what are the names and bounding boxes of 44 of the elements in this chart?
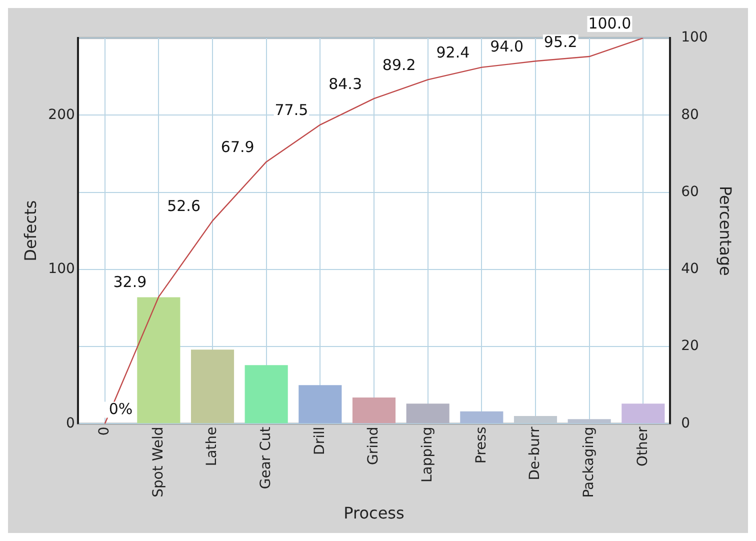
data-label: 67.9: [220, 138, 254, 156]
data-label: 89.2: [382, 56, 416, 74]
x-tick-label: Drill: [312, 426, 328, 455]
x-tick-label: Grind: [366, 426, 382, 465]
bar: [298, 385, 342, 424]
y2-tick-label: 100: [681, 30, 708, 46]
data-label: 95.2: [544, 32, 578, 51]
data-label: 52.6: [167, 197, 201, 216]
y-tick-label: 100: [48, 261, 75, 278]
y-axis-title: Defects: [20, 200, 40, 262]
x-tick-label: De-burr: [527, 426, 544, 480]
y2-tick-label: 0: [681, 415, 690, 432]
data-label: 77.5: [274, 101, 308, 120]
y2-tick-label: 80: [681, 106, 699, 123]
x-tick-label: Packaging: [580, 426, 597, 498]
data-label: 0%: [108, 400, 133, 418]
data-label: 32.9: [113, 273, 147, 292]
x-tick-label: Press: [473, 426, 490, 464]
y-tick-label: 0: [66, 415, 75, 432]
y-tick-label: 200: [48, 106, 75, 123]
y2-tick-label: 40: [681, 261, 699, 278]
data-label: 100.0: [588, 14, 632, 32]
y2-axis-title: Percentage: [716, 186, 736, 276]
x-tick-label: Lathe: [204, 426, 220, 466]
bar: [460, 411, 504, 424]
x-tick-label: 0: [96, 426, 112, 436]
bar: [137, 297, 180, 424]
bar: [352, 398, 396, 424]
x-tick-label: Other: [634, 426, 651, 466]
x-tick-label: Lapping: [419, 426, 436, 483]
bar: [190, 350, 234, 424]
bar: [406, 404, 450, 424]
y2-tick-label: 60: [681, 184, 699, 200]
bar: [514, 416, 558, 424]
data-label: 92.4: [436, 44, 470, 62]
bar: [568, 419, 611, 424]
x-tick-label: Gear Cut: [258, 426, 274, 490]
x-axis-title: Process: [344, 504, 404, 523]
data-label: 94.0: [490, 38, 524, 56]
y2-tick-label: 20: [681, 338, 699, 354]
x-tick-label: Spot Weld: [150, 426, 166, 498]
bar: [244, 365, 288, 424]
bar: [622, 404, 665, 424]
data-label: 84.3: [328, 74, 362, 93]
